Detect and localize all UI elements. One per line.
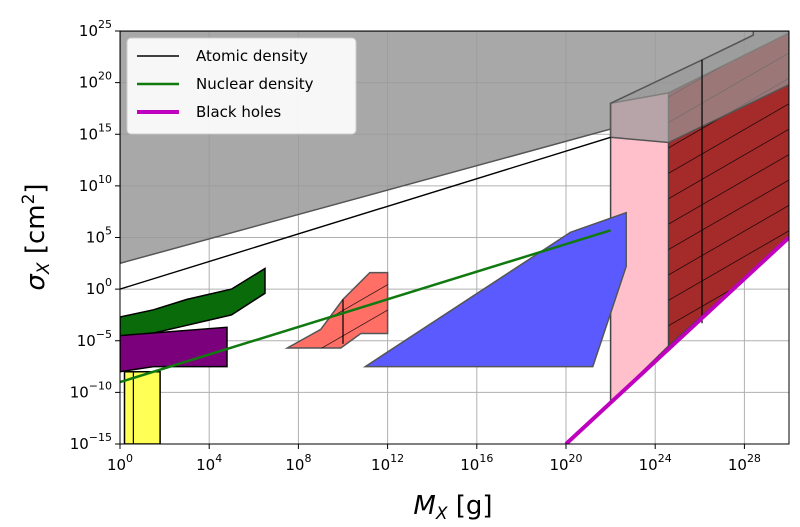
x-tick-label: 1012 <box>371 452 404 474</box>
y-tick-label: 1010 <box>79 173 112 195</box>
series-line-nuclear-density <box>120 229 611 384</box>
y-axis-label: σX [cm2] <box>19 183 54 290</box>
legend-box <box>126 37 357 135</box>
legend-label: Black holes <box>196 103 281 121</box>
ticks: 100 104 108 1012 1016 1020 1024 1028 10−15 10−10 1… <box>70 18 761 474</box>
region-red-hatched-hatching <box>287 272 388 348</box>
y-tick-label: 10−5 <box>77 328 112 350</box>
x-tick-label: 1024 <box>639 452 672 474</box>
series-lines <box>120 136 789 444</box>
series-line-atomic-density <box>120 136 611 290</box>
legend: Atomic density Nuclear density Black holes <box>126 37 357 135</box>
region-yellow <box>123 370 161 444</box>
x-tick-label: 1028 <box>728 452 761 474</box>
y-tick-label: 10−10 <box>70 379 112 401</box>
y-tick-label: 105 <box>86 225 112 247</box>
x-tick-label: 108 <box>285 452 311 474</box>
y-tick-label: 10−15 <box>70 431 112 453</box>
region-purple <box>120 326 228 373</box>
x-axis-label: MX [g] <box>413 491 492 524</box>
region-blue <box>362 211 627 368</box>
x-tick-label: 104 <box>196 452 222 474</box>
region-grey-top-right <box>609 31 789 144</box>
x-tick-label: 100 <box>107 452 133 474</box>
y-tick-label: 100 <box>86 276 112 298</box>
regions <box>120 31 789 444</box>
y-tick-label: 1025 <box>79 18 112 40</box>
y-tick-label: 1015 <box>79 121 112 143</box>
x-tick-label: 1020 <box>549 452 582 474</box>
y-tick-label: 1020 <box>79 70 112 92</box>
x-tick-label: 1016 <box>460 452 493 474</box>
legend-label: Atomic density <box>196 47 308 65</box>
series-line-black-holes <box>564 236 789 444</box>
legend-label: Nuclear density <box>196 75 314 93</box>
